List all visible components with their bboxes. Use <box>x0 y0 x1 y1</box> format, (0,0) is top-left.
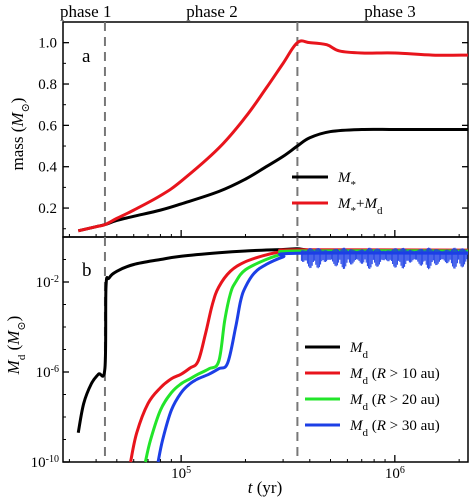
panel-a-series <box>77 39 469 233</box>
series-a-m <box>77 127 468 233</box>
ytick-label-b-0: 10-10 <box>31 454 59 472</box>
panel-b-ticks: 105 106 10-10 10-6 10-2 <box>31 259 460 483</box>
phase-2-label: phase 2 <box>186 2 237 21</box>
panel-b: b Md (M⊙) t (yr) 105 106 10-10 10-6 10-2 Md … <box>4 236 469 497</box>
series-b-md-r-30-au <box>156 251 469 463</box>
ytick-label-a-4: 1.0 <box>38 36 57 52</box>
panel-a: a mass (M⊙) 0.2 0.4 0.6 0.8 1.0 M* M*+Md <box>8 21 469 238</box>
ytick-label-a-1: 0.4 <box>38 160 57 176</box>
panel-b-legend: Md Md (R > 10 au) Md (R > 20 au) Md (R >… <box>305 340 440 439</box>
legend-label-mstar-plus-md: M*+Md <box>337 196 383 217</box>
legend-label-md-r20: Md (R > 20 au) <box>349 392 440 413</box>
ytick-label-a-3: 0.8 <box>38 77 57 93</box>
panel-b-xlabel: t (yr) <box>248 478 282 497</box>
ytick-label-a-2: 0.6 <box>38 118 57 134</box>
legend-label-md-r30: Md (R > 30 au) <box>349 418 440 439</box>
phase-3-label: phase 3 <box>364 2 415 21</box>
ytick-label-b-1: 10-6 <box>36 364 59 382</box>
xtick-label-1: 106 <box>385 465 405 483</box>
phase-1-label: phase 1 <box>60 2 111 21</box>
panel-b-ylabel: Md (M⊙) <box>4 316 28 376</box>
legend-label-mstar: M* <box>337 170 356 191</box>
panel-b-blue-oscillation <box>300 247 468 270</box>
blue-oscillation-band <box>300 247 468 270</box>
panel-b-letter: b <box>82 260 92 281</box>
panel-a-letter: a <box>82 46 91 67</box>
series-a-m-md <box>77 39 469 233</box>
panel-a-ylabel: mass (M⊙) <box>8 98 32 171</box>
ytick-label-a-0: 0.2 <box>38 201 57 217</box>
legend-label-md: Md <box>349 340 369 361</box>
legend-label-md-r10: Md (R > 10 au) <box>349 366 440 387</box>
panel-a-ticks: 0.2 0.4 0.6 0.8 1.0 <box>38 36 468 237</box>
ytick-label-b-2: 10-2 <box>36 274 59 292</box>
panel-a-phase-lines <box>103 22 299 237</box>
xtick-label-0: 105 <box>171 465 191 483</box>
panel-a-legend: M* M*+Md <box>292 170 383 217</box>
